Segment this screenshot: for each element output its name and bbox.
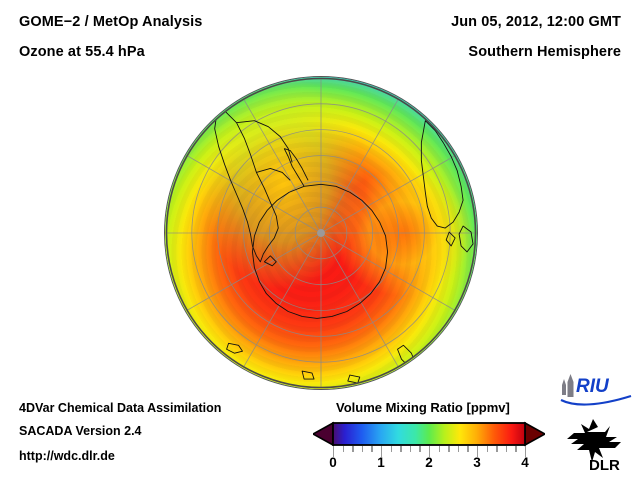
- colorbar-minor-tick: [352, 446, 354, 452]
- globe-limb: [165, 77, 477, 389]
- globe-disc: [164, 76, 478, 390]
- colorbar-major-tick: [477, 446, 479, 457]
- colorbar-minor-tick: [438, 446, 440, 452]
- colorbar-over-arrow: [524, 421, 547, 447]
- colorbar-minor-tick: [448, 446, 450, 452]
- colorbar-ticks: [313, 446, 545, 458]
- dlr-wordmark: DLR: [589, 457, 620, 472]
- colorbar-gradient: [332, 422, 526, 446]
- coastlines: [214, 108, 474, 384]
- colorbar-minor-tick: [496, 446, 498, 452]
- dlr-mark-icon: [567, 419, 621, 462]
- colorbar-tick-labels: 0 1 2 3 4: [313, 455, 545, 475]
- map-overlay: [165, 77, 477, 389]
- colorbar-minor-tick: [505, 446, 508, 452]
- colorbar-minor-tick: [361, 446, 364, 452]
- colorbar-minor-tick: [457, 446, 460, 452]
- colorbar-major-tick: [381, 446, 383, 457]
- colorbar-tick-label: 3: [473, 455, 481, 470]
- colorbar-major-tick: [333, 446, 335, 457]
- version-label: SACADA Version 2.4: [19, 424, 142, 438]
- ozone-globe-map: [164, 76, 478, 390]
- colorbar-tick-label: 2: [425, 455, 433, 470]
- colorbar-major-tick: [429, 446, 431, 457]
- instrument-title: GOME−2 / MetOp Analysis: [19, 14, 203, 30]
- colorbar-under-arrow: [311, 421, 334, 447]
- colorbar-minor-tick: [467, 446, 469, 452]
- colorbar-title: Volume Mixing Ratio [ppmv]: [336, 400, 510, 415]
- riu-logo: RIU: [560, 374, 632, 406]
- colorbar-minor-tick: [486, 446, 488, 452]
- riu-tower-icon: [562, 374, 574, 397]
- data-center-url[interactable]: http://wdc.dlr.de: [19, 449, 115, 463]
- colorbar-minor-tick: [515, 446, 517, 452]
- colorbar-tick-label: 4: [521, 455, 529, 470]
- region-label: Southern Hemisphere: [468, 44, 621, 60]
- dlr-logo: DLR: [567, 419, 621, 472]
- colorbar-minor-tick: [419, 446, 421, 452]
- colorbar-major-tick: [525, 446, 527, 457]
- colorbar-tick-label: 0: [329, 455, 337, 470]
- riu-swoosh-icon: [560, 394, 632, 406]
- product-title: Ozone at 55.4 hPa: [19, 44, 145, 60]
- colorbar-minor-tick: [342, 446, 344, 452]
- colorbar: [311, 421, 547, 447]
- colorbar-minor-tick: [371, 446, 373, 452]
- datetime-label: Jun 05, 2012, 12:00 GMT: [451, 14, 621, 30]
- colorbar-minor-tick: [400, 446, 402, 452]
- riu-wordmark: RIU: [576, 376, 610, 397]
- colorbar-tick-label: 1: [377, 455, 385, 470]
- graticule-meridians: [166, 78, 476, 388]
- method-label: 4DVar Chemical Data Assimilation: [19, 401, 222, 415]
- colorbar-minor-tick: [390, 446, 392, 452]
- south-pole-marker: [317, 229, 325, 237]
- colorbar-minor-tick: [409, 446, 412, 452]
